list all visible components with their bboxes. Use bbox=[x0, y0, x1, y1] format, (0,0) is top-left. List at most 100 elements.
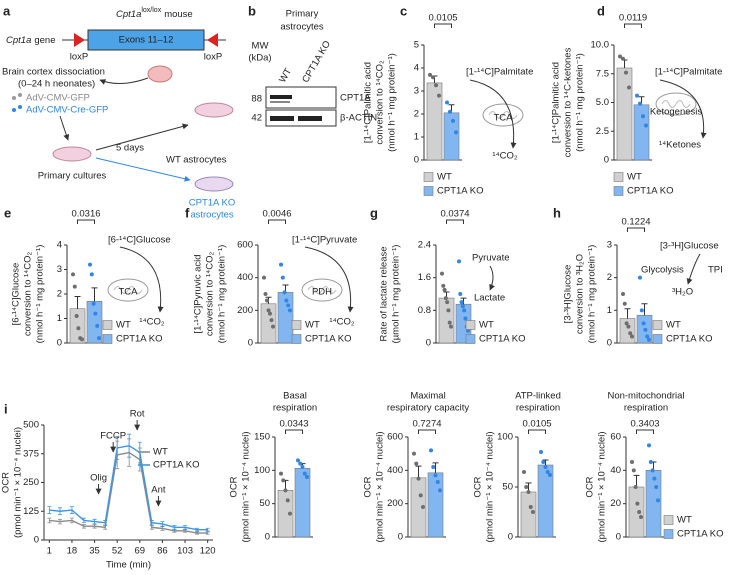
p-value: 0.0105 bbox=[428, 13, 457, 24]
significance-bracket bbox=[636, 429, 654, 434]
data-point bbox=[298, 461, 303, 466]
legend-label: WT bbox=[305, 320, 320, 331]
error-bar bbox=[432, 462, 439, 473]
chart-title: respiration bbox=[624, 403, 668, 414]
data-point bbox=[437, 93, 441, 98]
y-tick-label: 0 bbox=[604, 155, 609, 166]
y-axis-label: (nmol h⁻¹ mg protein⁻¹) bbox=[387, 53, 398, 152]
data-point bbox=[460, 304, 465, 309]
legend-swatch bbox=[102, 334, 113, 344]
data-point bbox=[654, 485, 659, 489]
panel-label: a bbox=[3, 3, 11, 18]
y-tick-label: 100 bbox=[497, 432, 513, 443]
annotation: ¹⁴CO₂ bbox=[329, 317, 354, 328]
data-point bbox=[633, 485, 638, 489]
legend-label: WT bbox=[479, 320, 494, 331]
y-tick-label: 5.0 bbox=[596, 97, 609, 108]
data-point bbox=[443, 296, 448, 301]
y-tick-label: 200 bbox=[237, 305, 253, 316]
y-tick-label: 60 bbox=[610, 432, 621, 443]
data-point bbox=[639, 308, 644, 313]
annotation: ¹⁴CO₂ bbox=[139, 317, 164, 328]
y-tick-label: 2.5 bbox=[596, 126, 609, 137]
data-point bbox=[644, 123, 648, 128]
significance-bracket bbox=[627, 227, 645, 232]
data-point bbox=[463, 316, 468, 321]
vector-label: AdV-CMV-Cre-GFP bbox=[26, 105, 108, 116]
legend-swatch bbox=[465, 334, 476, 344]
data-point bbox=[624, 70, 628, 75]
data-point bbox=[286, 303, 291, 308]
mouse-label: Cpt1alox/lox mouse bbox=[116, 7, 193, 20]
error-bar bbox=[91, 287, 98, 302]
x-tick-label: 1 bbox=[47, 546, 52, 557]
annotation: ¹⁴CO₂ bbox=[492, 151, 517, 162]
x-axis-label: Time (min) bbox=[106, 560, 151, 570]
chart-title: respiration bbox=[273, 403, 317, 414]
y-tick-label: 3 bbox=[57, 264, 62, 275]
data-point bbox=[296, 458, 300, 463]
data-point bbox=[265, 298, 269, 303]
ko-result: astrocytes bbox=[190, 210, 234, 221]
legend-swatch bbox=[102, 320, 113, 330]
blot-title: Primary bbox=[286, 9, 319, 20]
injection-label: Olig bbox=[90, 473, 107, 484]
legend-label: WT bbox=[437, 172, 452, 183]
arrow bbox=[489, 265, 495, 291]
data-point bbox=[528, 505, 533, 509]
y-tick-label: 3 bbox=[414, 86, 419, 97]
cristae bbox=[307, 286, 337, 294]
legend-label: WT bbox=[666, 320, 681, 331]
data-point bbox=[285, 498, 290, 503]
loxp-label: loxP bbox=[70, 52, 88, 63]
data-point bbox=[300, 465, 305, 469]
data-point bbox=[638, 275, 642, 280]
y-axis-label: (nmol h⁻¹ mg protein⁻¹) bbox=[575, 53, 586, 152]
data-point bbox=[269, 318, 274, 323]
y-axis-label: (pmol min⁻¹ × 10⁻⁴ nuclei) bbox=[375, 432, 386, 543]
error-bar bbox=[624, 308, 631, 319]
data-point bbox=[431, 465, 436, 469]
data-point bbox=[441, 283, 446, 288]
annotation: [1-¹⁴C]Pyruvate bbox=[292, 235, 357, 246]
data-point bbox=[624, 321, 629, 326]
blot-title: astrocytes bbox=[280, 22, 324, 33]
y-tick-label: 0 bbox=[34, 535, 39, 546]
significance-bracket bbox=[624, 23, 642, 28]
y-tick-label: 10.0 bbox=[591, 40, 610, 51]
data-point bbox=[650, 468, 655, 473]
y-axis-label: (pmol min⁻¹ × 10⁻⁴ nuclei) bbox=[597, 432, 608, 543]
legend-swatch bbox=[652, 334, 663, 344]
data-point bbox=[418, 493, 423, 498]
annotation: [6-¹⁴C]Glucose bbox=[108, 235, 171, 246]
error-bar bbox=[47, 506, 52, 514]
wt-result: WT astrocytes bbox=[166, 155, 227, 166]
protein-label: CPT1A bbox=[340, 93, 371, 104]
data-point bbox=[288, 511, 292, 516]
data-point bbox=[279, 471, 283, 476]
ko-result: CPT1A KO bbox=[189, 198, 235, 209]
legend-swatch bbox=[291, 320, 302, 330]
data-point bbox=[545, 470, 550, 474]
y-axis-label: (µmol h⁻¹ mg protein⁻¹) bbox=[391, 245, 402, 344]
data-point bbox=[80, 337, 84, 342]
culture-label: Primary cultures bbox=[38, 171, 107, 182]
data-point bbox=[531, 510, 535, 514]
y-tick-label: 0 bbox=[265, 532, 270, 543]
panel-label: g bbox=[370, 205, 378, 220]
legend-swatch bbox=[291, 334, 302, 344]
legend-label: CPT1A KO bbox=[153, 460, 199, 471]
significance-bracket bbox=[268, 219, 286, 224]
y-tick-label: 50 bbox=[259, 498, 270, 509]
chart-title: Basal bbox=[283, 391, 307, 402]
chart-title: Non-mitochondrial bbox=[607, 391, 684, 402]
exon-label: Exons 11–12 bbox=[119, 35, 174, 46]
p-value: 0.0105 bbox=[522, 419, 551, 430]
y-tick-label: 3 bbox=[607, 240, 612, 251]
error-bar bbox=[641, 303, 648, 316]
cristae bbox=[661, 100, 691, 108]
band bbox=[270, 116, 294, 121]
virus-icon bbox=[12, 96, 16, 100]
y-axis-label: [1-¹⁴C]Pyruvic acid bbox=[193, 254, 204, 333]
